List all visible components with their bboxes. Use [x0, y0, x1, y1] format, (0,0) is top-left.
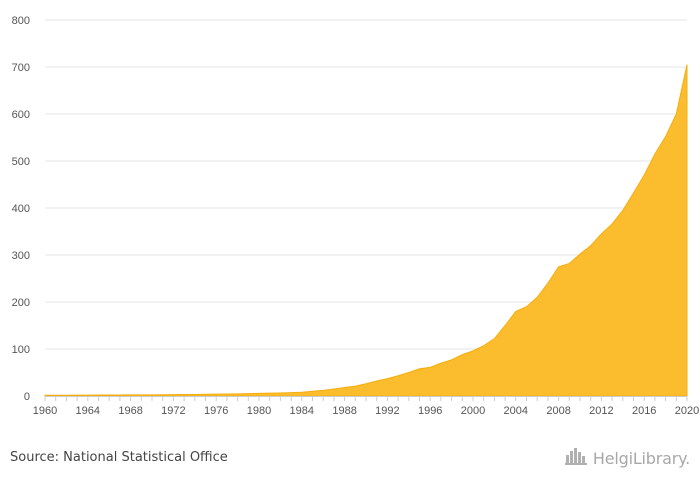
y-tick-label: 400 [12, 203, 30, 215]
x-tick-label: 2004 [504, 405, 528, 417]
y-tick-label: 100 [12, 344, 30, 356]
y-tick-label: 200 [12, 297, 30, 309]
y-tick-label: 300 [12, 250, 30, 262]
x-tick-label: 1964 [76, 405, 100, 417]
x-tick-label: 1984 [290, 405, 314, 417]
y-tick-label: 600 [12, 109, 30, 121]
x-tick-label: 1980 [247, 405, 271, 417]
brand-logo: HelgiLibrary. [564, 447, 690, 469]
x-tick-label: 1996 [418, 405, 442, 417]
x-axis [44, 396, 688, 401]
x-tick-label: 1992 [375, 405, 399, 417]
x-tick-label: 1976 [204, 405, 228, 417]
x-tick-label: 1968 [118, 405, 142, 417]
y-tick-label: 800 [12, 15, 30, 27]
y-tick-label: 500 [12, 156, 30, 168]
x-tick-label: 2008 [546, 405, 570, 417]
x-tick-label: 1960 [33, 405, 57, 417]
x-tick-label: 2000 [461, 405, 485, 417]
y-axis-tick-labels: 0 100 200 300 400 500 600 700 800 [12, 15, 30, 403]
x-tick-label: 1988 [332, 405, 356, 417]
y-tick-label: 0 [24, 391, 30, 403]
area-fill [44, 64, 688, 397]
building-skyline-icon [564, 447, 589, 469]
x-tick-label: 1972 [161, 405, 185, 417]
x-axis-tick-labels: 1960 1964 1968 1972 1976 1980 1984 1988 1992 1996… [33, 405, 699, 417]
x-tick-label: 2020 [675, 405, 699, 417]
x-tick-label: 2016 [632, 405, 656, 417]
y-tick-label: 700 [12, 62, 30, 74]
series-area [44, 64, 688, 397]
grid-lines [45, 19, 687, 350]
brand-name: HelgiLibrary. [592, 448, 690, 468]
source-note: Source: National Statistical Office [10, 450, 228, 465]
x-tick-label: 2012 [589, 405, 613, 417]
